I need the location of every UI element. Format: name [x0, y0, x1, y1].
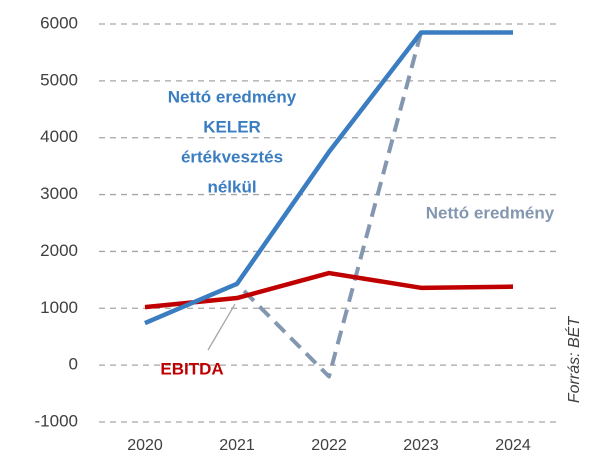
x-tick-label: 2021 — [219, 437, 255, 454]
series-label: Nettó eredmény — [426, 203, 555, 222]
x-tick-label: 2023 — [403, 437, 439, 454]
series-label: Nettó eredmény — [168, 87, 297, 106]
y-tick-label: 2000 — [40, 241, 78, 260]
source-note: Forrás: BÉT — [564, 316, 583, 403]
x-tick-label: 2024 — [495, 437, 531, 454]
series-label: KELER — [203, 117, 261, 136]
x-tick-label: 2022 — [311, 437, 347, 454]
series-label: nélkül — [207, 177, 256, 196]
y-tick-label: 4000 — [40, 127, 78, 146]
y-tick-label: 6000 — [40, 13, 78, 32]
x-tick-label: 2020 — [127, 437, 163, 454]
pointer-line — [207, 303, 236, 351]
series-line — [144, 30, 513, 326]
y-tick-label: 3000 — [40, 184, 78, 203]
series-label: EBITDA — [160, 359, 223, 378]
series-label: értékvesztés — [181, 147, 283, 166]
y-tick-label: 5000 — [40, 70, 78, 89]
y-tick-label: -1000 — [35, 411, 78, 430]
y-tick-label: 1000 — [40, 298, 78, 317]
series-line — [144, 270, 514, 310]
y-tick-label: 0 — [69, 355, 78, 374]
